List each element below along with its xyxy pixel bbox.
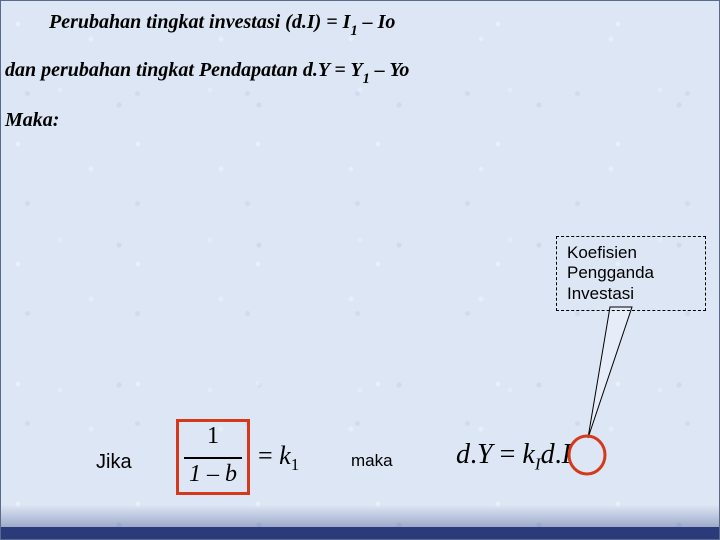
eq2-k: k <box>522 439 534 470</box>
callout-line2: Pengganda <box>567 263 695 283</box>
fraction-numerator: 1 <box>176 423 250 450</box>
fraction-k-sub: 1 <box>291 455 299 474</box>
line3-text: Maka: <box>5 109 59 131</box>
bottom-accent-bar <box>1 527 719 539</box>
k-i-highlight-oval <box>566 434 608 476</box>
line1-post: – Io <box>358 11 396 33</box>
eq2-dot1: . <box>470 439 477 470</box>
fraction-rhs: = k1 <box>258 441 299 475</box>
line2-pre: dan perubahan tingkat Pendapatan d.Y = Y <box>5 59 363 81</box>
label-maka: maka <box>351 451 393 471</box>
text-line-2: dan perubahan tingkat Pendapatan d.Y = Y… <box>5 59 409 86</box>
fraction-bar <box>184 457 242 459</box>
line1-sub: 1 <box>350 23 357 39</box>
eq2-d2: d <box>541 439 555 470</box>
label-jika: Jika <box>96 451 132 474</box>
text-line-3: Maka: <box>5 109 59 132</box>
eq2-eq: = <box>493 439 523 470</box>
fraction-eq-sign: = <box>258 441 279 470</box>
eq2-Y: Y <box>477 439 493 470</box>
fraction-k: k <box>279 441 291 470</box>
equation-dy-eq-ki-di: d.Y = kId.I <box>456 439 571 475</box>
text-line-1: Perubahan tingkat investasi (d.I) = I1 –… <box>49 11 395 38</box>
callout-line1: Koefisien <box>567 243 695 263</box>
eq2-dot2: . <box>555 439 562 470</box>
callout-box: Koefisien Pengganda Investasi <box>556 236 706 311</box>
fraction-denominator: 1 – b <box>176 461 250 488</box>
line2-post: – Yo <box>370 59 410 81</box>
line2-sub: 1 <box>363 71 370 87</box>
fraction-equation: 1 1 – b = k1 <box>176 419 326 497</box>
line1-pre: Perubahan tingkat investasi (d.I) = I <box>49 11 350 33</box>
eq2-d1: d <box>456 439 470 470</box>
slide: Perubahan tingkat investasi (d.I) = I1 –… <box>0 0 720 540</box>
callout-line3: Investasi <box>567 284 695 304</box>
